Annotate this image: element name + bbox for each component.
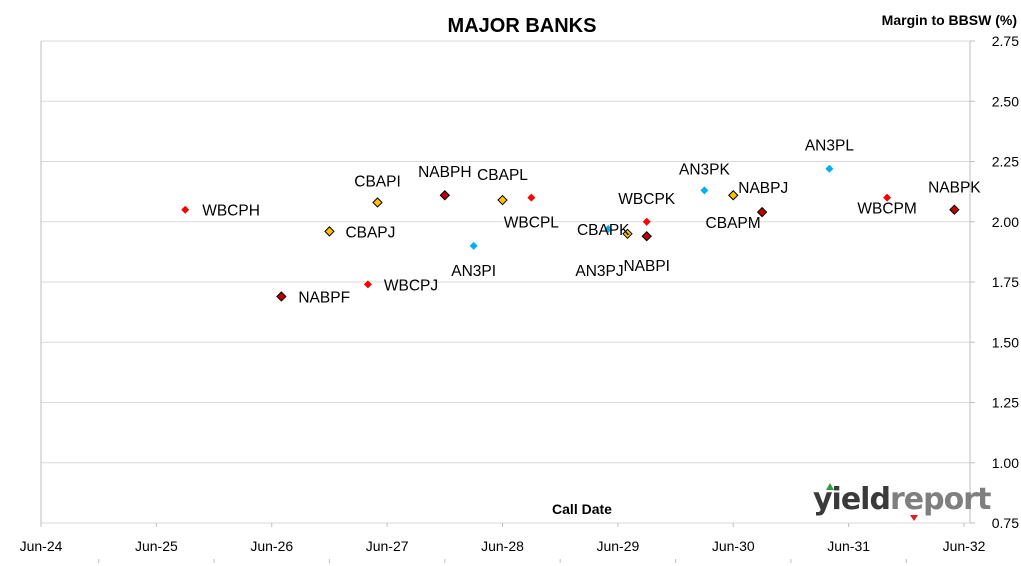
point-label-cbapl: CBAPL bbox=[477, 167, 528, 184]
x-axis-ticks: Jun-24 Jun-25 Jun-26 Jun-27 Jun-28 Jun-29 Jun-… bbox=[20, 523, 986, 563]
point-wbcpl bbox=[527, 193, 536, 202]
point-cbapm bbox=[756, 206, 768, 218]
point-nabpi bbox=[641, 231, 652, 242]
point-label-wbcpm: WBCPM bbox=[857, 201, 916, 218]
y-tick-label: 1.50 bbox=[992, 334, 1019, 350]
point-wbcpj bbox=[363, 280, 372, 289]
y-axis-ticks: 0.75 1.00 1.25 1.50 1.75 2.00 2.25 2.50 2.75 bbox=[970, 33, 1019, 531]
data-labels: WBCPH NABPF CBAPJ WBCPJ CBAPI NABPH AN3PI CBAPL… bbox=[202, 138, 981, 307]
point-label-an3pl: AN3PL bbox=[805, 138, 854, 155]
y-tick-label: 0.75 bbox=[992, 515, 1019, 531]
point-label-nabph: NABPH bbox=[418, 164, 471, 181]
x-tick-label: Jun-28 bbox=[481, 538, 524, 554]
gridlines bbox=[41, 40, 970, 524]
point-nabpk bbox=[949, 204, 960, 215]
x-tick-label: Jun-31 bbox=[827, 538, 870, 554]
point-label-nabpi: NABPI bbox=[623, 258, 670, 275]
x-tick-label: Jun-25 bbox=[135, 538, 178, 554]
y-tick-label: 1.25 bbox=[992, 395, 1019, 411]
point-cbapj bbox=[324, 226, 335, 237]
point-nabpj bbox=[728, 190, 739, 201]
x-tick-label: Jun-30 bbox=[712, 538, 755, 554]
y-axis-title: Margin to BBSW (%) bbox=[882, 12, 1017, 28]
y-tick-label: 1.00 bbox=[992, 455, 1019, 471]
point-an3pi bbox=[469, 241, 478, 250]
point-label-nabpj: NABPJ bbox=[738, 180, 788, 197]
yieldreport-logo: yieldreport bbox=[813, 482, 992, 521]
point-label-wbcph: WBCPH bbox=[202, 203, 260, 220]
point-cbapi bbox=[372, 197, 383, 208]
point-label-an3pk: AN3PK bbox=[679, 161, 730, 178]
point-label-nabpf: NABPF bbox=[298, 289, 350, 306]
x-tick-label: Jun-27 bbox=[366, 538, 409, 554]
x-axis-title: Call Date bbox=[552, 501, 612, 517]
y-tick-label: 2.75 bbox=[992, 33, 1019, 49]
point-nabpf bbox=[276, 291, 287, 302]
point-label-nabpk: NABPK bbox=[928, 180, 981, 197]
y-tick-label: 2.50 bbox=[992, 93, 1019, 109]
chart-title: MAJOR BANKS bbox=[448, 15, 597, 37]
point-wbcph bbox=[181, 205, 190, 214]
point-label-an3pi: AN3PI bbox=[451, 263, 496, 280]
y-tick-label: 2.00 bbox=[992, 214, 1019, 230]
x-tick-label: Jun-29 bbox=[596, 538, 639, 554]
point-label-cbapi: CBAPI bbox=[354, 173, 401, 190]
logo-down-arrow-icon bbox=[910, 515, 918, 521]
y-tick-label: 1.75 bbox=[992, 274, 1019, 290]
point-cbapk bbox=[604, 224, 613, 233]
point-an3pk bbox=[700, 186, 709, 195]
point-an3pl bbox=[825, 164, 834, 173]
point-wbcpm bbox=[883, 193, 892, 202]
point-label-cbapj: CBAPJ bbox=[345, 224, 395, 241]
y-tick-label: 2.25 bbox=[992, 154, 1019, 170]
point-label-wbcpk: WBCPK bbox=[618, 191, 676, 208]
data-points bbox=[181, 164, 960, 302]
logo-up-arrow-icon bbox=[826, 483, 834, 490]
x-tick-label: Jun-26 bbox=[250, 538, 293, 554]
point-cbapl bbox=[497, 194, 508, 206]
point-nabph bbox=[439, 190, 451, 201]
point-label-cbapk: CBAPK bbox=[577, 222, 630, 239]
point-label-wbcpl: WBCPL bbox=[504, 215, 560, 232]
x-tick-label: Jun-24 bbox=[20, 538, 63, 554]
point-label-cbapm: CBAPM bbox=[706, 215, 761, 232]
point-wbcpk bbox=[642, 217, 651, 226]
point-label-an3pj: AN3PJ bbox=[575, 263, 623, 280]
x-tick-label: Jun-32 bbox=[943, 538, 986, 554]
logo-text: yieldreport bbox=[813, 482, 991, 517]
point-an3pj bbox=[622, 228, 633, 240]
point-label-wbcpj: WBCPJ bbox=[384, 277, 438, 294]
